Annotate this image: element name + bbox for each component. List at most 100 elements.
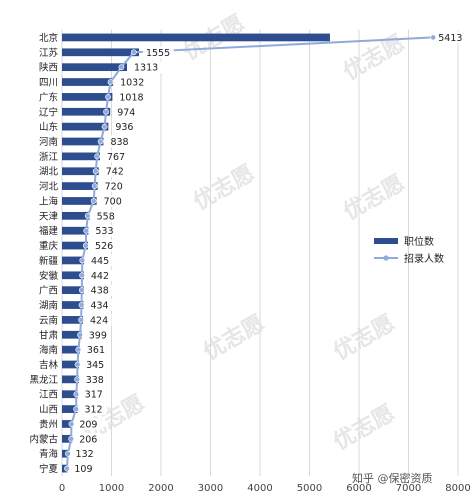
category-label-江西: 江西 — [39, 390, 58, 401]
category-label-宁夏: 宁夏 — [39, 463, 59, 475]
data-label-上海: 700 — [104, 196, 122, 207]
data-label-湖北: 742 — [106, 167, 124, 178]
x-tick-label-4000: 4000 — [247, 483, 272, 494]
line-point-山东 — [101, 123, 108, 130]
category-label-新疆: 新疆 — [39, 255, 59, 267]
bar-江苏 — [62, 48, 139, 57]
bar-陕西 — [62, 63, 127, 72]
x-tick-label-0: 0 — [59, 483, 65, 494]
bar-江西 — [62, 390, 78, 399]
data-label-bg-江苏 — [142, 46, 174, 59]
data-label-甘肃: 399 — [89, 330, 107, 341]
data-label-黑龙江: 338 — [86, 375, 104, 386]
bar-贵州 — [62, 420, 73, 428]
category-label-北京: 北京 — [39, 32, 58, 44]
category-label-河北: 河北 — [39, 181, 59, 193]
line-point-江西 — [73, 391, 80, 398]
category-label-上海: 上海 — [39, 195, 59, 207]
data-label-广东: 1018 — [119, 92, 143, 103]
bar-广东 — [62, 93, 113, 101]
line-point-江苏 — [130, 49, 137, 56]
bar-安徽 — [62, 271, 84, 280]
data-label-宁夏: 109 — [74, 464, 92, 475]
bar-湖南 — [62, 301, 84, 309]
data-label-bg-甘肃 — [85, 328, 111, 341]
data-label-湖南: 434 — [90, 301, 108, 312]
category-label-湖北: 湖北 — [39, 167, 59, 178]
data-label-贵州: 209 — [79, 419, 97, 430]
category-label-青海: 青海 — [39, 448, 59, 460]
bar-浙江 — [62, 152, 100, 161]
line-point-山西 — [73, 406, 80, 412]
bar-福建 — [62, 226, 89, 235]
data-label-河北: 720 — [105, 182, 123, 193]
bar-河北 — [62, 182, 98, 190]
data-label-云南: 424 — [90, 315, 108, 326]
data-label-内蒙古: 206 — [79, 434, 97, 445]
category-label-黑龙江: 黑龙江 — [29, 374, 58, 386]
bar-内蒙古 — [62, 434, 73, 443]
category-label-福建: 福建 — [39, 225, 59, 237]
data-label-山西: 312 — [84, 405, 102, 416]
bar-广西 — [62, 286, 84, 295]
data-label-bg-广东 — [116, 90, 148, 103]
legend-swatch-bar — [374, 238, 398, 244]
x-tick-label-7000: 7000 — [396, 483, 421, 494]
legend-label-bar: 职位数 — [404, 235, 434, 248]
category-label-安徽: 安徽 — [39, 270, 59, 282]
line-point-重庆 — [82, 242, 89, 249]
category-label-四川: 四川 — [39, 78, 58, 89]
legend-marker-line — [383, 255, 389, 261]
bar-四川 — [62, 78, 114, 86]
data-label-bg-辽宁 — [114, 105, 139, 118]
category-labels: 北京江苏陕西四川广东辽宁山东河南浙江湖北河北上海天津福建重庆新疆安徽广西湖南云南… — [29, 32, 58, 475]
category-label-天津: 天津 — [39, 211, 59, 222]
line-point-安徽 — [79, 272, 85, 279]
data-label-bg-河北 — [101, 180, 127, 193]
data-label-广西: 438 — [91, 286, 109, 297]
bar-吉林 — [62, 360, 80, 369]
bar-山东 — [62, 122, 109, 131]
bar-河南 — [62, 137, 104, 146]
bar-上海 — [62, 197, 97, 205]
category-label-广西: 广西 — [39, 285, 58, 297]
line-point-青海 — [65, 450, 71, 457]
bar-新疆 — [62, 256, 85, 265]
line-point-福建 — [83, 227, 90, 234]
bar-海南 — [62, 345, 80, 354]
bar-北京 — [62, 33, 330, 42]
line-point-浙江 — [94, 153, 101, 160]
bar-湖北 — [62, 167, 99, 176]
category-label-山东: 山东 — [39, 121, 58, 133]
category-label-山西: 山西 — [39, 405, 58, 416]
data-label-山东: 936 — [115, 122, 133, 133]
category-label-海南: 海南 — [39, 344, 58, 356]
data-label-bg-安徽 — [87, 269, 113, 282]
data-label-bg-山东 — [112, 120, 137, 133]
line-point-辽宁 — [103, 108, 109, 115]
line-point-宁夏 — [64, 465, 70, 472]
data-label-bg-山西 — [81, 403, 107, 416]
data-label-bg-吉林 — [83, 358, 108, 371]
bar-甘肃 — [62, 330, 82, 339]
category-label-甘肃: 甘肃 — [39, 329, 58, 341]
line-point-北京 — [430, 34, 437, 41]
data-label-bg-宁夏 — [71, 462, 96, 475]
data-label-北京: 5413 — [438, 33, 462, 44]
data-label-江西: 317 — [85, 390, 103, 401]
data-label-bg-内蒙古 — [76, 432, 101, 445]
line-point-湖南 — [78, 302, 85, 308]
category-label-浙江: 浙江 — [39, 151, 59, 163]
data-label-bg-海南 — [83, 343, 109, 356]
grid-lines — [61, 30, 459, 476]
data-label-bg-浙江 — [103, 150, 129, 163]
data-label-bg-广西 — [87, 284, 113, 297]
data-label-四川: 1032 — [120, 78, 144, 89]
data-label-bg-河南 — [107, 135, 133, 148]
line-point-云南 — [78, 316, 84, 323]
line-point-陕西 — [118, 64, 125, 71]
data-label-辽宁: 974 — [117, 107, 135, 118]
line-point-天津 — [84, 212, 91, 219]
data-label-浙江: 767 — [107, 152, 125, 163]
